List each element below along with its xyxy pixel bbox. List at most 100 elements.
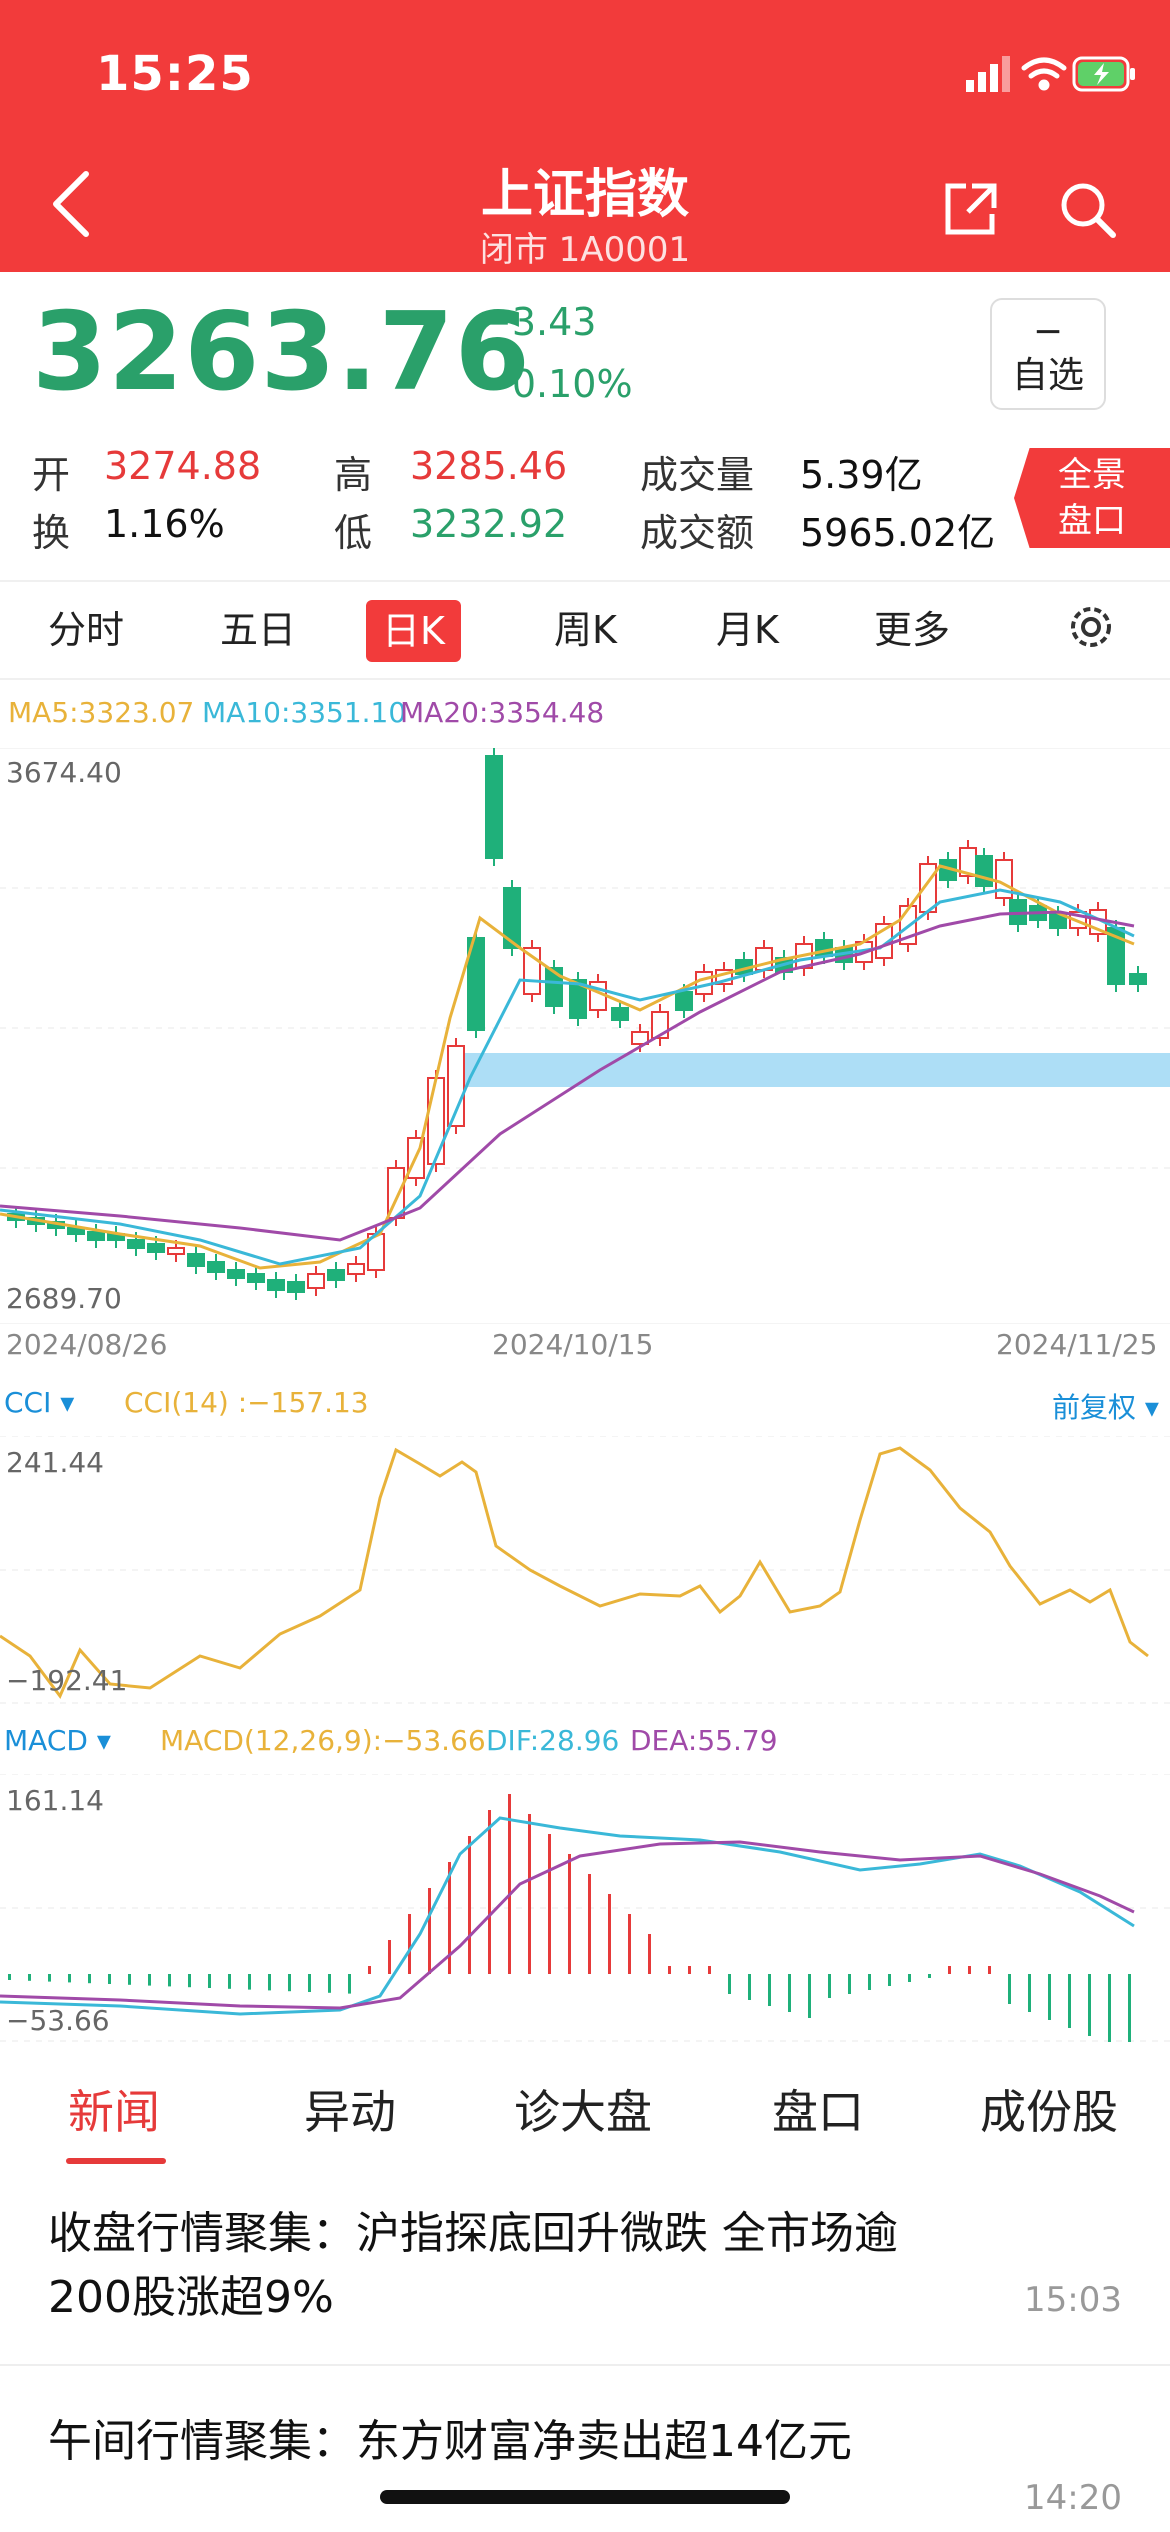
watch-dash: −	[1032, 311, 1064, 352]
share-icon[interactable]	[940, 180, 1000, 240]
macd-histogram-bar	[368, 1966, 371, 1974]
tab-order-book[interactable]: 盘口	[772, 2085, 864, 2139]
kline-chart[interactable]	[0, 748, 1170, 1324]
wifi-icon	[1021, 57, 1067, 91]
macd-histogram-bar	[48, 1974, 51, 1982]
news-item-title[interactable]: 收盘行情聚集：沪指探底回升微跌 全市场逾200股涨超9%	[48, 2208, 898, 2323]
macd-histogram-bar	[848, 1974, 851, 1994]
open-value: 3274.88	[104, 444, 262, 488]
ma20-legend: MA20:3354.48	[400, 696, 605, 729]
cci-indicator-select[interactable]: CCI ▾	[4, 1386, 75, 1419]
tab-weekly-k[interactable]: 周K	[554, 608, 617, 652]
home-indicator	[380, 2490, 790, 2504]
tab-constituents[interactable]: 成份股	[980, 2085, 1118, 2139]
candle	[267, 1279, 285, 1291]
signal-icon	[966, 56, 1010, 92]
candle	[87, 1231, 105, 1241]
adjust-label: 前复权	[1052, 1391, 1137, 1424]
macd-histogram-bar	[828, 1974, 831, 1998]
candle	[247, 1273, 265, 1283]
market-status: 闭市 1A0001	[479, 230, 691, 270]
battery-icon	[1072, 56, 1135, 92]
macd-histogram-bar	[208, 1974, 211, 1988]
macd-histogram-bar	[128, 1974, 131, 1985]
news-item-time: 14:20	[1024, 2478, 1122, 2518]
low-value: 3232.92	[410, 502, 568, 546]
tab-intraday[interactable]: 分时	[48, 608, 125, 652]
macd-histogram-bar	[928, 1974, 931, 1978]
macd-histogram-bar	[328, 1974, 331, 1993]
price-change: −3.43	[480, 300, 597, 344]
add-watchlist-button[interactable]: − 自选	[990, 298, 1106, 410]
candle	[675, 991, 693, 1011]
macd-histogram-bar	[248, 1974, 251, 1990]
panorama-line2: 盘口	[1058, 501, 1126, 541]
price-change-percent: −0.10%	[480, 362, 633, 406]
status-icons	[966, 56, 1135, 92]
cci-ymax: 241.44	[6, 1446, 104, 1479]
panorama-button[interactable]: 全景 盘口	[1014, 448, 1170, 548]
header-bar: 15:25 上证指数 闭市 1A0001	[0, 0, 1170, 272]
macd-histogram-bar	[1008, 1974, 1011, 2004]
macd-histogram-bar	[908, 1974, 911, 1982]
tab-more[interactable]: 更多	[874, 608, 951, 652]
macd-histogram-bar	[688, 1966, 691, 1974]
macd-histogram-bar	[408, 1914, 411, 1974]
macd-histogram-bar	[1108, 1974, 1111, 2042]
candle	[187, 1253, 205, 1267]
macd-histogram-bar	[788, 1974, 791, 2012]
macd-histogram-bar	[348, 1974, 351, 1994]
macd-histogram-bar	[668, 1966, 671, 1974]
tab-diagnosis[interactable]: 诊大盘	[514, 2085, 652, 2139]
macd-histogram-bar	[468, 1836, 471, 1974]
page-title: 上证指数	[480, 165, 689, 225]
volume-value: 5.39亿	[800, 453, 923, 497]
search-icon[interactable]	[1058, 180, 1118, 240]
ma5-legend: MA5:3323.07	[8, 696, 195, 729]
high-value: 3285.46	[410, 444, 568, 488]
macd-histogram-bar	[548, 1834, 551, 1974]
ma20-line	[0, 910, 1135, 1242]
macd-histogram-bar	[628, 1914, 631, 1974]
chart-background	[0, 748, 1170, 1324]
macd-histogram-bar	[728, 1974, 731, 1994]
macd-histogram-bar	[188, 1974, 191, 1988]
tab-news[interactable]: 新闻	[68, 2085, 160, 2139]
tab-five-day[interactable]: 五日	[220, 608, 297, 652]
macd-histogram-bar	[608, 1894, 611, 1974]
back-icon[interactable]	[46, 170, 98, 238]
macd-histogram-bar	[88, 1974, 91, 1984]
macd-histogram-bar	[8, 1974, 11, 1980]
macd-histogram-bar	[428, 1888, 431, 1974]
dif-line	[0, 1816, 1135, 2016]
candle	[975, 855, 993, 887]
date-label-end: 2024/11/25	[996, 1328, 1158, 1361]
kline-ymax: 3674.40	[6, 756, 122, 789]
adjust-select[interactable]: 前复权 ▾	[1052, 1391, 1159, 1424]
amount-label: 成交额	[640, 511, 755, 555]
macd-indicator-select[interactable]: MACD ▾	[4, 1724, 111, 1757]
news-item-time: 15:03	[1024, 2280, 1122, 2320]
candle	[545, 967, 563, 1007]
gear-icon[interactable]	[1064, 600, 1118, 654]
macd-histogram-bar	[528, 1814, 531, 1974]
kline-ymin: 2689.70	[6, 1282, 122, 1315]
turnover-value: 1.16%	[104, 502, 225, 546]
content-tabs: 新闻 异动 诊大盘 盘口 成份股	[0, 2040, 1170, 2180]
candle	[631, 1031, 649, 1045]
macd-histogram-bar	[1128, 1974, 1131, 2042]
cci-value: CCI(14) :−157.13	[124, 1386, 369, 1419]
candle	[307, 1273, 325, 1289]
news-item-title[interactable]: 午间行情聚集：东方财富净卖出超14亿元	[48, 2416, 852, 2467]
macd-value: MACD(12,26,9):−53.66	[160, 1724, 486, 1757]
tab-daily-k[interactable]: 日K	[366, 600, 461, 662]
tab-monthly-k[interactable]: 月K	[716, 608, 779, 652]
volume-label: 成交量	[640, 453, 755, 497]
candle	[427, 1077, 445, 1165]
candle	[611, 1007, 629, 1021]
amount-value: 5965.02亿	[800, 511, 996, 555]
candle	[447, 1045, 465, 1127]
macd-histogram-bar	[768, 1974, 771, 2006]
macd-chart	[0, 1774, 1170, 2042]
tab-anomaly[interactable]: 异动	[304, 2085, 396, 2139]
